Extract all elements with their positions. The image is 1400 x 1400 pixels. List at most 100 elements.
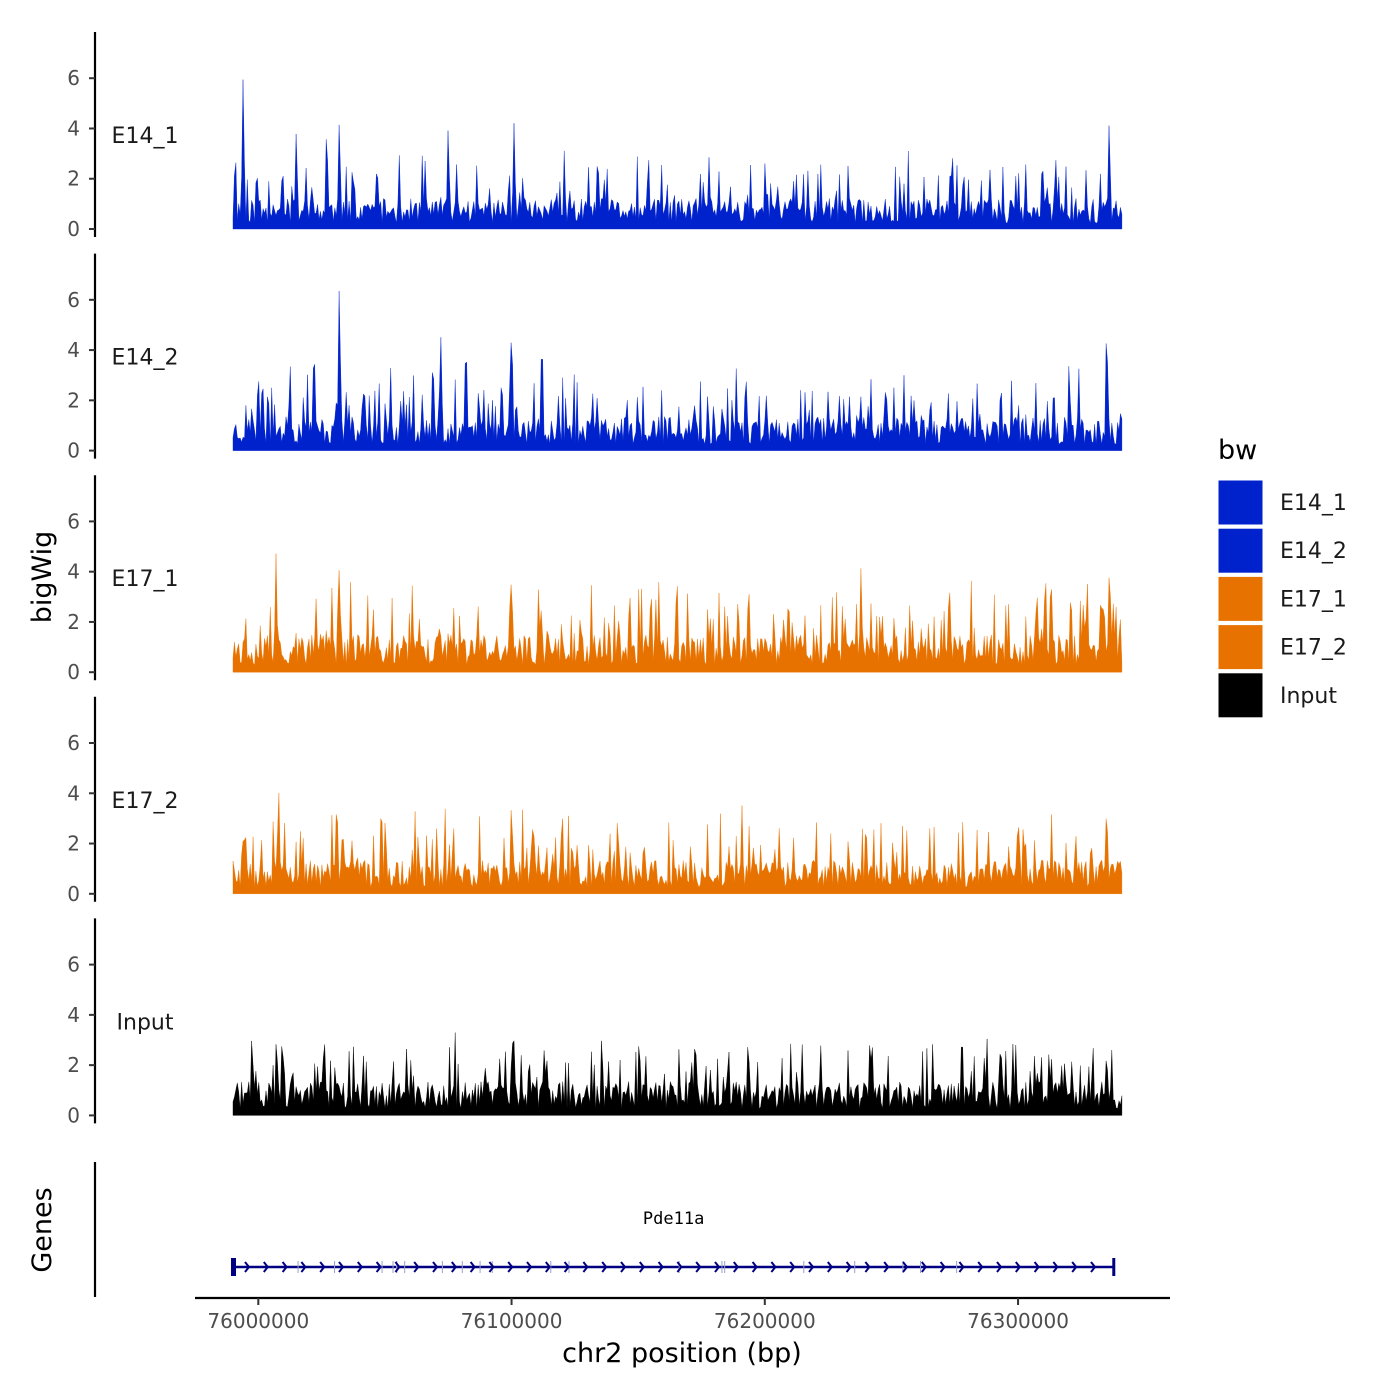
- y-tick-label: 2: [67, 1053, 80, 1077]
- strand-arrow: [413, 1261, 420, 1273]
- strand-arrow: [1052, 1261, 1059, 1273]
- strand-arrow: [864, 1261, 871, 1273]
- strand-arrow: [488, 1261, 495, 1273]
- strand-arrow: [845, 1261, 852, 1273]
- y-tick-label: 0: [67, 660, 80, 684]
- legend-title: bw: [1218, 435, 1257, 466]
- strand-arrow: [657, 1261, 664, 1273]
- strand-arrow: [263, 1261, 270, 1273]
- track-e14-2: 0 2 4 6 E14_2: [67, 253, 1123, 463]
- strand-arrow: [375, 1261, 382, 1273]
- gene-track: Pde11a: [93, 1162, 1116, 1297]
- y-tick-label: 4: [67, 781, 80, 805]
- signal-area-e17-2: [232, 793, 1123, 894]
- y-tick-label: 6: [67, 509, 80, 533]
- y-tick-label: 0: [67, 217, 80, 241]
- strand-arrow: [808, 1261, 815, 1273]
- strand-arrow: [469, 1261, 476, 1273]
- strand-arrow: [319, 1261, 326, 1273]
- gene-exon: [1112, 1258, 1116, 1276]
- legend-label: E17_2: [1280, 636, 1347, 661]
- signal-area-e17-1: [232, 553, 1123, 673]
- strand-arrow: [545, 1261, 552, 1273]
- legend-swatch: [1217, 575, 1264, 622]
- strand-arrow: [244, 1261, 251, 1273]
- strand-arrow: [1033, 1261, 1040, 1273]
- strand-arrow: [1090, 1261, 1097, 1273]
- y-tick-label: 2: [67, 388, 80, 412]
- y-tick-label: 2: [67, 167, 80, 191]
- strand-arrow: [977, 1261, 984, 1273]
- track-label: E14_2: [112, 346, 179, 371]
- strand-arrow: [921, 1261, 928, 1273]
- strand-arrow: [526, 1261, 533, 1273]
- strand-arrow: [827, 1261, 834, 1273]
- strand-arrow: [714, 1261, 721, 1273]
- y-tick-label: 2: [67, 832, 80, 856]
- genes-axis-title: Genes: [27, 1187, 58, 1272]
- bigwig-tracks: 0 2 4 6 E14_1 0 2 4 6 E14_2 0 2 4 6 E17_1 0 2 4 6 E17_2 0 2 4 6…: [67, 32, 1123, 1127]
- strand-arrow: [582, 1261, 589, 1273]
- y-tick-label: 6: [67, 731, 80, 755]
- strand-arrow: [357, 1261, 364, 1273]
- strand-arrow: [451, 1261, 458, 1273]
- strand-arrow: [789, 1261, 796, 1273]
- strand-arrow: [300, 1261, 307, 1273]
- track-label: Input: [117, 1010, 174, 1035]
- x-axis-title: chr2 position (bp): [562, 1338, 802, 1369]
- y-axis-title: bigWig: [27, 531, 58, 624]
- strand-arrow: [281, 1261, 288, 1273]
- strand-arrow: [601, 1261, 608, 1273]
- track-input: 0 2 4 6 Input: [67, 918, 1123, 1127]
- strand-arrow: [939, 1261, 946, 1273]
- strand-arrow: [676, 1261, 683, 1273]
- strand-arrow: [996, 1261, 1003, 1273]
- strand-arrow: [1071, 1261, 1078, 1273]
- strand-arrow: [695, 1261, 702, 1273]
- track-e17-2: 0 2 4 6 E17_2: [67, 696, 1123, 906]
- legend-label: E17_1: [1280, 587, 1347, 612]
- legend-swatch: [1217, 672, 1264, 719]
- legend-swatch: [1217, 624, 1264, 671]
- signal-area-e14-1: [232, 79, 1123, 230]
- legend-label: E14_1: [1280, 491, 1347, 516]
- y-tick-label: 6: [67, 953, 80, 977]
- x-tick-label: 76100000: [461, 1309, 563, 1333]
- strand-arrow: [733, 1261, 740, 1273]
- strand-arrow: [338, 1261, 345, 1273]
- strand-arrow: [902, 1261, 909, 1273]
- signal-area-input: [232, 1032, 1123, 1116]
- y-tick-label: 0: [67, 439, 80, 463]
- track-label: E14_1: [112, 124, 179, 149]
- strand-arrow: [770, 1261, 777, 1273]
- track-e17-1: 0 2 4 6 E17_1: [67, 475, 1123, 684]
- signal-area-e14-2: [232, 291, 1123, 451]
- strand-arrow: [883, 1261, 890, 1273]
- strand-arrow: [394, 1261, 401, 1273]
- y-tick-label: 6: [67, 288, 80, 312]
- legend-swatch: [1217, 479, 1264, 526]
- strand-arrow: [958, 1261, 965, 1273]
- y-tick-label: 4: [67, 338, 80, 362]
- strand-arrow: [507, 1261, 514, 1273]
- legend-label: Input: [1280, 684, 1337, 709]
- y-tick-label: 4: [67, 560, 80, 584]
- gene-exon: [230, 1258, 236, 1276]
- strand-arrow: [620, 1261, 627, 1273]
- x-tick-label: 76000000: [207, 1309, 309, 1333]
- x-tick-label: 76300000: [967, 1309, 1069, 1333]
- gene-name-label: Pde11a: [643, 1209, 704, 1229]
- strand-arrow: [639, 1261, 646, 1273]
- y-tick-label: 4: [67, 116, 80, 140]
- strand-arrow: [432, 1261, 439, 1273]
- legend: bw E14_1 E14_2 E17_1 E17_2 Input: [1217, 435, 1347, 719]
- strand-arrow: [751, 1261, 758, 1273]
- y-tick-label: 4: [67, 1003, 80, 1027]
- strand-arrow: [563, 1261, 570, 1273]
- y-tick-label: 0: [67, 882, 80, 906]
- legend-label: E14_2: [1280, 539, 1347, 564]
- track-e14-1: 0 2 4 6 E14_1: [67, 32, 1123, 241]
- y-tick-label: 6: [67, 66, 80, 90]
- y-tick-label: 0: [67, 1103, 80, 1127]
